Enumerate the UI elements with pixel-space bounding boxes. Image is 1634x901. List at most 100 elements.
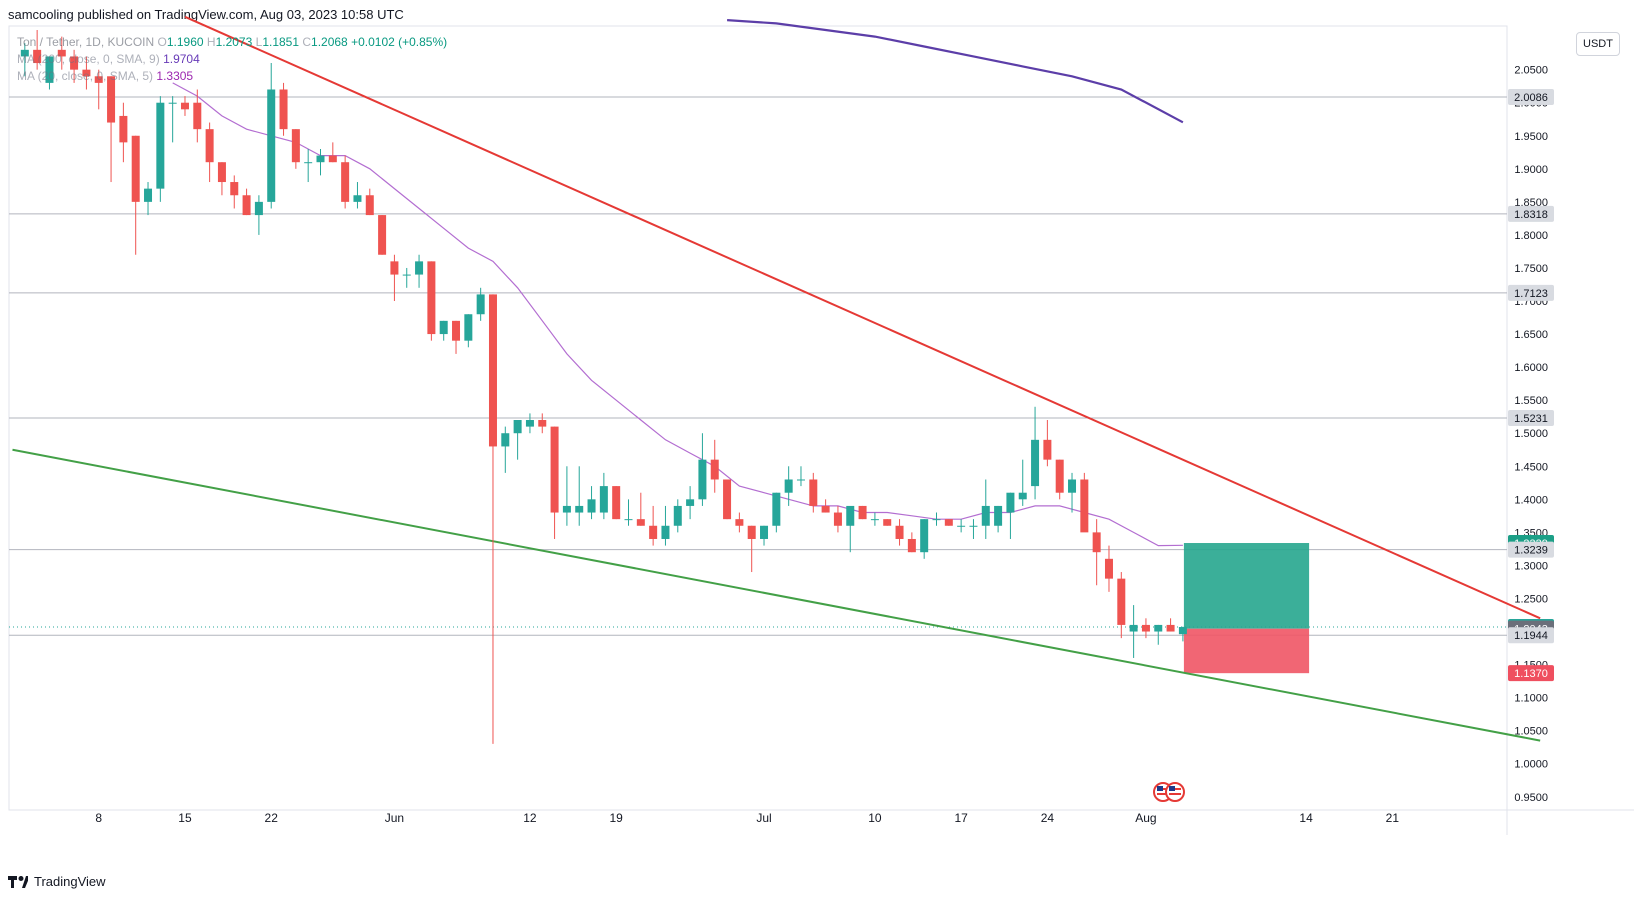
candle-43	[550, 426, 559, 539]
candle-93	[1166, 618, 1175, 632]
price-tick-19: 1.1000	[1514, 693, 1548, 705]
candle-58	[735, 512, 744, 533]
candle-body	[439, 320, 448, 335]
price-tick-20: 1.0500	[1514, 726, 1548, 738]
candle-25	[328, 142, 337, 163]
candle-28	[365, 188, 374, 216]
candle-body	[488, 294, 497, 447]
candle-89	[1117, 572, 1126, 639]
candle-15	[205, 122, 214, 183]
candle-77	[969, 519, 978, 539]
candle-body	[858, 505, 867, 520]
candle-59	[747, 525, 756, 573]
candle-body	[612, 486, 621, 520]
candle-body	[932, 519, 941, 521]
legend-low: 1.1851	[262, 35, 300, 49]
price-tag-0: 2.0086	[1508, 89, 1554, 106]
candle-63	[796, 466, 805, 487]
position-target-zone	[1183, 543, 1310, 629]
candle-body	[427, 261, 436, 335]
legend-high: 1.2073	[215, 35, 253, 49]
time-tick-2: 22	[265, 811, 279, 825]
price-tick-8: 1.6500	[1514, 329, 1548, 341]
time-tick-3: Jun	[385, 811, 404, 825]
candle-body	[230, 182, 239, 196]
price-tag-bg	[1508, 665, 1554, 682]
candle-body	[476, 294, 485, 315]
time-axis-labels: 8 15 22 Jun 12 19 Jul 10 17 24 Aug 14 21	[95, 811, 1399, 825]
candle-13	[180, 96, 189, 116]
candle-body	[254, 201, 263, 216]
footer-brand-label: TradingView	[34, 874, 106, 889]
price-tag-label: 1.3239	[1514, 545, 1548, 557]
candle-9	[131, 135, 140, 255]
candle-36	[464, 314, 473, 348]
candle-body	[821, 505, 830, 513]
candle-body	[735, 519, 744, 526]
price-tag-bg	[1508, 205, 1554, 222]
candle-8	[119, 102, 128, 163]
candle-body	[1068, 479, 1077, 493]
candle-body	[649, 525, 658, 539]
candle-body	[723, 479, 732, 520]
legend-ma20-label: MA (20, close, 0, SMA, 5)	[17, 69, 154, 83]
candle-body	[538, 420, 547, 427]
candle-32	[415, 254, 424, 288]
price-tag-1: 1.8318	[1508, 205, 1554, 222]
candle-body	[415, 261, 424, 275]
candle-body	[20, 49, 29, 57]
candle-body	[1092, 532, 1101, 553]
candle-47	[599, 472, 608, 520]
candle-39	[501, 426, 510, 473]
price-tag-8: 1.1944	[1508, 627, 1554, 644]
candle-49	[624, 499, 633, 526]
candle-body	[747, 525, 756, 539]
candle-body	[587, 499, 596, 513]
candle-body	[957, 525, 966, 527]
candle-body	[353, 195, 362, 202]
candle-body	[402, 274, 411, 276]
candle-21	[279, 82, 288, 136]
candle-66	[833, 505, 842, 533]
price-tag-bg	[1508, 284, 1554, 301]
candle-42	[538, 413, 547, 434]
candle-72	[907, 532, 916, 553]
candle-body	[70, 56, 79, 70]
candle-body	[1031, 439, 1040, 487]
footer-brand[interactable]: TradingView	[8, 874, 106, 889]
legend-ma20-row[interactable]: MA (20, close, 0, SMA, 5) 1.3305	[17, 68, 447, 85]
resistance-trendline	[184, 15, 1541, 620]
price-tick-9: 1.6000	[1514, 362, 1548, 374]
candle-1	[33, 30, 42, 70]
price-tick-11: 1.5000	[1514, 428, 1548, 440]
candle-body	[180, 102, 189, 110]
candle-83	[1043, 420, 1052, 467]
candle-body	[291, 129, 300, 163]
currency-unit-button[interactable]: USDT	[1576, 32, 1620, 56]
candle-body	[1178, 627, 1187, 635]
long-position-tool	[1183, 543, 1310, 674]
candle-23	[304, 148, 313, 183]
candle-body	[1080, 479, 1089, 533]
price-tick-5: 1.8000	[1514, 230, 1548, 242]
candle-74	[932, 512, 941, 526]
candle-body	[119, 115, 128, 143]
trendlines	[12, 15, 1541, 742]
candle-body	[45, 56, 54, 83]
candle-body	[525, 420, 534, 427]
price-tick-16: 1.2500	[1514, 593, 1548, 605]
time-tick-7: 10	[868, 811, 882, 825]
candle-body	[131, 135, 140, 202]
candle-55	[698, 433, 707, 506]
legend-close-label: C	[302, 35, 312, 49]
legend-close: 1.2068	[311, 35, 348, 49]
legend-low-label: L	[255, 35, 263, 49]
legend-change: +0.0102 (+0.85%)	[351, 35, 448, 49]
candle-body	[1166, 624, 1175, 632]
legend-symbol[interactable]: Ton / Tether, 1D, KUCOIN	[17, 35, 155, 49]
candle-body	[378, 215, 387, 255]
event-flag-b-canton	[1169, 786, 1175, 791]
event-flag-a-canton	[1157, 786, 1163, 791]
legend-ma200-row[interactable]: MA (200, close, 0, SMA, 9) 1.9704	[17, 51, 447, 68]
